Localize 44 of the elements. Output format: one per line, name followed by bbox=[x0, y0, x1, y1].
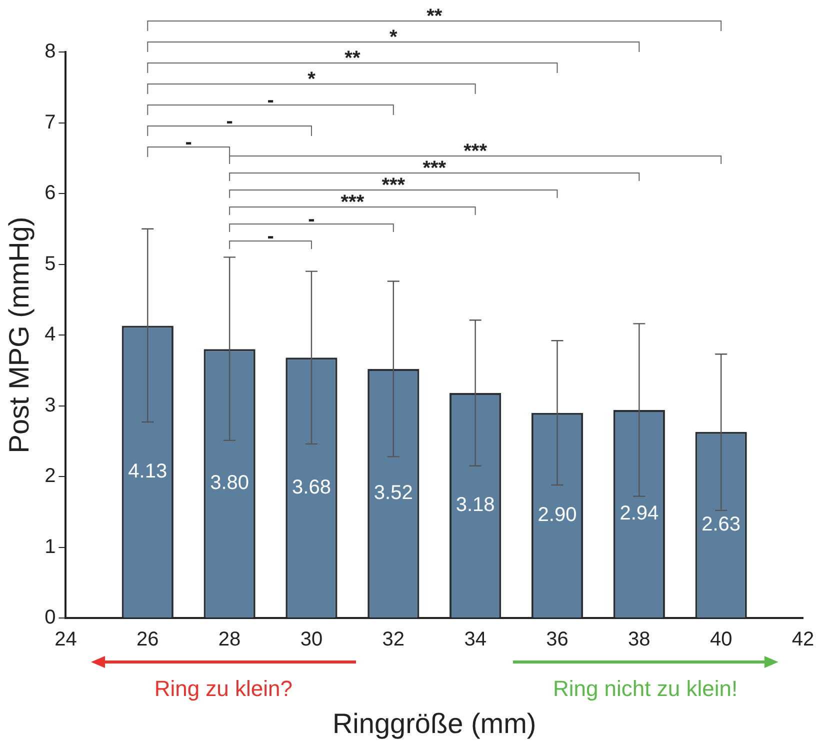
x-tick-label: 34 bbox=[464, 628, 486, 651]
data-label: 2.63 bbox=[702, 513, 741, 536]
x-tick-label: 30 bbox=[300, 628, 323, 651]
x-tick-label: 26 bbox=[136, 628, 159, 651]
x-tick-label: 28 bbox=[218, 628, 241, 651]
data-label: 3.18 bbox=[456, 494, 495, 516]
text: Ring zu klein? bbox=[153, 676, 294, 702]
y-tick-label: 5 bbox=[44, 252, 56, 275]
text: Ring nicht zu klein! bbox=[552, 676, 739, 702]
annotation: *** bbox=[464, 140, 488, 163]
y-tick-label: 7 bbox=[44, 111, 56, 134]
annotation: *** bbox=[340, 192, 364, 214]
annotation: - bbox=[226, 110, 233, 133]
text: * bbox=[390, 26, 398, 49]
annotation: *** bbox=[382, 174, 406, 197]
annotation: *** bbox=[422, 158, 446, 180]
y-tick-label: 8 bbox=[44, 40, 56, 63]
annotation: * bbox=[308, 68, 316, 91]
y-tick-label: 3 bbox=[44, 394, 56, 416]
text: ** bbox=[426, 6, 442, 28]
data-label: 4.13 bbox=[128, 460, 168, 482]
y-tick-label: 2 bbox=[44, 465, 56, 488]
data-label: 3.52 bbox=[374, 482, 413, 504]
data-label: 3.80 bbox=[210, 472, 250, 494]
data-label: 3.68 bbox=[292, 476, 331, 498]
data-label: 2.90 bbox=[538, 504, 577, 526]
y-tick-label: 6 bbox=[44, 182, 56, 204]
y-tick-label: 1 bbox=[44, 536, 56, 558]
x-tick-label: 36 bbox=[546, 628, 568, 651]
x-tick-label: 24 bbox=[54, 628, 77, 651]
x-tick-label: 40 bbox=[710, 628, 732, 651]
annotation: - bbox=[267, 90, 274, 112]
y-tick-label: 4 bbox=[44, 324, 56, 346]
annotation: - bbox=[185, 132, 192, 154]
y-axis-title: Post MPG (mmHg) bbox=[4, 216, 35, 454]
annotation: - bbox=[308, 208, 315, 231]
x-tick-label: 42 bbox=[792, 628, 814, 651]
annotation: - bbox=[267, 226, 274, 248]
x-tick-label: 38 bbox=[628, 628, 650, 651]
annotation: ** bbox=[344, 48, 360, 70]
data-label: 2.94 bbox=[620, 502, 659, 525]
y-tick-label: 0 bbox=[44, 606, 56, 629]
x-axis-title: Ringgröße (mm) bbox=[331, 708, 538, 740]
x-tick-label: 32 bbox=[382, 628, 405, 651]
